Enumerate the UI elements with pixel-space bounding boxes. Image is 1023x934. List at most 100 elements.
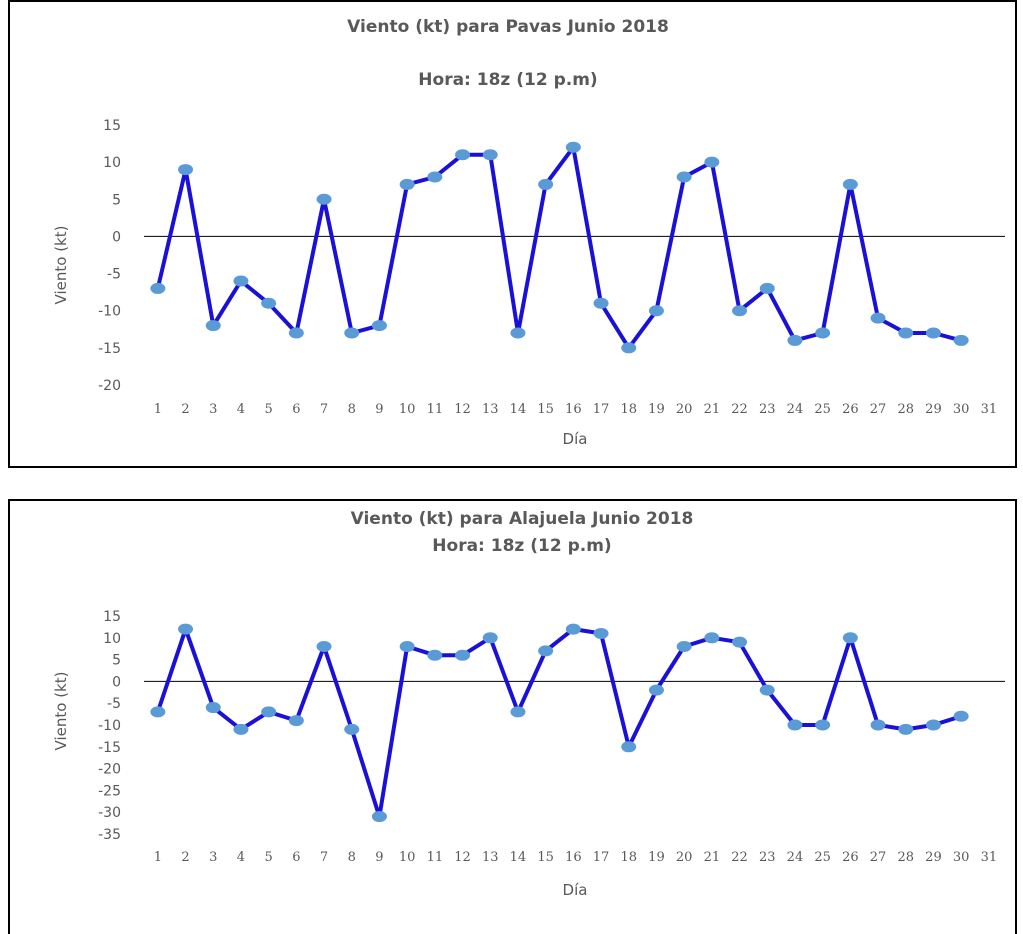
chart-alajuela: Viento (kt) para Alajuela Junio 2018 Hor…: [8, 499, 1017, 934]
x-tick-label: 26: [842, 850, 859, 865]
chart-border: [8, 0, 1017, 468]
x-tick-label: 29: [925, 402, 942, 417]
y-tick-label: 15: [103, 118, 121, 134]
data-point: [399, 641, 415, 653]
x-tick-label: 27: [870, 850, 887, 865]
data-point: [371, 811, 387, 823]
y-tick-label: -10: [98, 718, 121, 734]
y-tick-label: -20: [98, 378, 121, 394]
x-tick-label: 24: [787, 850, 804, 865]
x-tick-label: 6: [292, 850, 300, 865]
x-tick-label: 31: [981, 850, 998, 865]
data-point: [925, 719, 941, 731]
x-tick-label: 19: [648, 402, 665, 417]
data-point: [676, 641, 692, 653]
data-point: [593, 297, 609, 309]
x-axis-label: Día: [563, 430, 588, 448]
x-tick-label: 15: [537, 850, 554, 865]
chart-panel-pavas: Viento (kt) para Pavas Junio 2018 Hora: …: [8, 0, 1017, 468]
x-tick-label: 30: [953, 850, 970, 865]
x-tick-label: 6: [292, 402, 300, 417]
data-point: [648, 305, 664, 317]
chart-title: Viento (kt) para Alajuela Junio 2018: [351, 509, 694, 529]
data-point: [565, 141, 581, 153]
data-point: [427, 649, 443, 661]
x-tick-label: 23: [759, 402, 776, 417]
data-point: [316, 641, 332, 653]
x-tick-label: 14: [510, 850, 527, 865]
y-tick-label: -15: [98, 740, 121, 756]
x-tick-label: 16: [565, 850, 582, 865]
chart-border: [8, 499, 1017, 934]
y-tick-label: -20: [98, 762, 121, 778]
x-tick-label: 8: [348, 850, 356, 865]
data-point: [593, 627, 609, 639]
data-point: [842, 632, 858, 644]
y-tick-label: -15: [98, 341, 121, 357]
y-tick-label: 0: [112, 674, 121, 690]
data-point: [565, 623, 581, 635]
x-tick-label: 18: [620, 850, 637, 865]
data-point: [538, 178, 554, 190]
x-tick-label: 22: [731, 850, 748, 865]
data-point: [150, 706, 166, 718]
x-tick-label: 4: [237, 850, 245, 865]
data-point: [732, 305, 748, 317]
data-point: [842, 178, 858, 190]
y-tick-label: 0: [112, 229, 121, 245]
y-tick-label: -5: [107, 696, 121, 712]
data-point: [205, 320, 221, 332]
x-tick-label: 24: [787, 402, 804, 417]
data-point: [178, 623, 194, 635]
x-tick-label: 13: [482, 402, 499, 417]
y-axis-label: Viento (kt): [52, 672, 70, 751]
y-tick-label: 10: [103, 155, 121, 171]
data-point: [316, 193, 332, 205]
data-point: [621, 342, 637, 354]
chart-title: Viento (kt) para Pavas Junio 2018: [347, 17, 669, 37]
y-tick-label: -30: [98, 805, 121, 821]
x-tick-label: 25: [814, 402, 831, 417]
data-point: [261, 297, 277, 309]
data-point: [233, 723, 249, 735]
data-point: [510, 706, 526, 718]
data-point: [648, 684, 664, 696]
x-tick-label: 9: [375, 402, 383, 417]
x-tick-label: 1: [154, 402, 162, 417]
x-tick-label: 11: [427, 402, 444, 417]
x-tick-label: 11: [427, 850, 444, 865]
x-tick-label: 14: [510, 402, 527, 417]
x-tick-label: 8: [348, 402, 356, 417]
data-point: [787, 719, 803, 731]
x-tick-label: 18: [620, 402, 637, 417]
x-tick-label: 17: [593, 850, 610, 865]
x-tick-label: 9: [375, 850, 383, 865]
data-point: [870, 312, 886, 324]
x-tick-label: 12: [454, 402, 471, 417]
data-point: [482, 632, 498, 644]
data-point: [288, 715, 304, 727]
y-tick-label: -10: [98, 304, 121, 320]
data-point: [455, 149, 471, 161]
x-tick-label: 28: [897, 402, 914, 417]
data-point: [898, 327, 914, 339]
x-tick-label: 23: [759, 850, 776, 865]
x-tick-label: 2: [181, 402, 189, 417]
x-tick-label: 30: [953, 402, 970, 417]
data-point: [704, 632, 720, 644]
data-point: [953, 710, 969, 722]
chart-subtitle: Hora: 18z (12 p.m): [418, 70, 597, 90]
x-tick-label: 26: [842, 402, 859, 417]
x-tick-label: 29: [925, 850, 942, 865]
chart-pavas: Viento (kt) para Pavas Junio 2018 Hora: …: [8, 0, 1017, 468]
data-point: [233, 275, 249, 287]
x-tick-label: 21: [704, 850, 721, 865]
y-tick-label: -35: [98, 827, 121, 843]
x-tick-label: 19: [648, 850, 665, 865]
data-point: [482, 149, 498, 161]
data-point: [925, 327, 941, 339]
x-axis-label: Día: [563, 881, 588, 899]
x-tick-label: 5: [265, 850, 273, 865]
data-point: [898, 723, 914, 735]
x-tick-label: 13: [482, 850, 499, 865]
